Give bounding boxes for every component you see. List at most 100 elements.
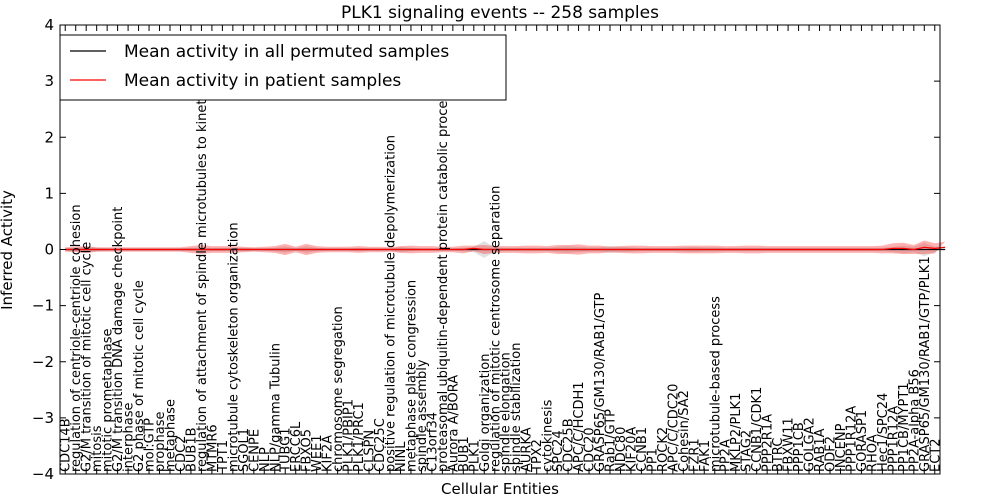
patient-band xyxy=(65,240,946,256)
category-label: CCNB1/CDK1 xyxy=(750,387,765,472)
y-tick-label: −1 xyxy=(32,297,54,315)
category-label: NDC80 xyxy=(614,427,629,472)
category-label: FBXO5 xyxy=(300,429,315,472)
category-label: Hec1/SPC24 xyxy=(876,393,891,472)
category-label: NLP/gamma Tubulin xyxy=(268,343,283,472)
category-label: metaphase xyxy=(164,399,179,472)
category-label: PPP1R12A xyxy=(845,406,860,472)
y-axis-label: Inferred Activity xyxy=(0,190,16,310)
category-label: BUB1 xyxy=(457,436,472,472)
category-label: Golgi organization xyxy=(478,354,493,472)
category-label: Aurora A/BORA xyxy=(446,375,461,472)
category-label: PP2A-alpha B56 xyxy=(907,369,922,472)
category-label: KIF2A xyxy=(321,435,336,472)
category-label: RHOA xyxy=(865,434,880,472)
x-axis-ticks xyxy=(64,25,936,474)
y-tick-label: 3 xyxy=(44,72,54,90)
category-label: MTMR6 xyxy=(205,424,220,472)
category-label: SGOL1 xyxy=(237,428,252,472)
category-label: G2 phase of mitotic cell cycle xyxy=(132,280,147,472)
category-label: NLP xyxy=(258,447,273,472)
y-tick-label: 0 xyxy=(44,241,54,259)
category-label: microtubule-based process xyxy=(708,296,723,472)
category-label: regulation of centriole-centriole cohesi… xyxy=(69,204,84,472)
category-label: ERCC6L xyxy=(289,421,304,472)
category-label: PLK1 xyxy=(467,440,482,472)
category-label: positive regulation of microtubule depol… xyxy=(384,135,399,472)
y-tick-label: −3 xyxy=(32,409,54,427)
category-label: PLK1/PBIP1 xyxy=(342,399,357,472)
category-label: PP1CB/MYPT1 xyxy=(897,382,912,472)
category-label: MKLP2/PLK1 xyxy=(729,393,744,472)
category-label: CLSPN xyxy=(363,430,378,472)
category-label: TPX2 xyxy=(530,439,545,473)
category-label: GRASP65/GM130/RAB1/GTP/PLK1 xyxy=(918,256,933,472)
category-label: mitosis xyxy=(90,425,105,472)
category-label: APC/C/CDC20 xyxy=(666,384,681,472)
category-label: proteasomal ubiquitin-dependent protein … xyxy=(436,87,451,472)
category-label: CDC25B xyxy=(562,418,577,472)
category-label: GRASP65/GM130/RAB1/GTP xyxy=(593,293,608,472)
category-label: interphase xyxy=(122,402,137,472)
category-label: regulation of attachment of spindle micr… xyxy=(195,55,210,472)
category-label: KIF20A xyxy=(625,427,640,472)
y-tick-label: 4 xyxy=(44,16,54,34)
category-label: prophase xyxy=(153,412,168,473)
y-tick-label: −4 xyxy=(32,465,54,483)
category-label: spindle assembly xyxy=(415,359,430,472)
legend: Mean activity in all permuted samples Me… xyxy=(59,34,507,101)
category-label: PLK1/PRC1 xyxy=(352,402,367,472)
chart-title: PLK1 signaling events -- 258 samples xyxy=(341,3,659,23)
category-label: AURKA xyxy=(520,427,535,472)
category-label: STAG2 xyxy=(740,430,755,472)
category-label: CDC2 xyxy=(174,436,189,472)
category-label: CCNB1 xyxy=(635,427,650,472)
category-label: RAB1A xyxy=(813,428,828,472)
category-label: Cohesin/SA2 xyxy=(677,390,692,472)
category-label: FBXW11 xyxy=(782,417,797,472)
category-label: ECT2 xyxy=(928,438,943,472)
x-axis-label: Cellular Entities xyxy=(441,480,559,498)
category-label: GORASP1 xyxy=(855,410,870,472)
category-label: chromosome segregation xyxy=(331,306,346,472)
category-label: CDC25C xyxy=(373,418,388,472)
category-label: BTRC xyxy=(771,438,786,472)
category-label: mol:GTP xyxy=(143,418,158,472)
category-label: ROCK2 xyxy=(656,427,671,472)
category-label: GOLGA2 xyxy=(803,417,818,472)
category-label: mitotic prometaphase xyxy=(101,328,116,472)
series-lines xyxy=(65,246,946,251)
category-label: TUBG1 xyxy=(279,428,294,474)
category-label: INCENP xyxy=(834,423,849,472)
category-label: PPP2R1A xyxy=(761,414,776,472)
category-label: C13orf34 xyxy=(425,412,440,472)
category-label: spindle elongation xyxy=(499,352,514,472)
category-label: NINL xyxy=(394,441,409,472)
category-label: BUB1B xyxy=(185,427,200,472)
category-label: G2/M transition of mitotic cell cycle xyxy=(80,242,95,472)
category-label: CENPE xyxy=(247,429,262,472)
legend-label-permuted: Mean activity in all permuted samples xyxy=(124,42,449,62)
category-label: PPP1CB xyxy=(792,422,807,472)
y-axis-ticks: −4 −3 −2 −1 0 1 2 3 4 xyxy=(32,16,940,483)
category-label: microtubule cytoskeleton organization xyxy=(226,222,241,472)
category-label: metaphase plate congression xyxy=(405,280,420,472)
category-label: TPT1 xyxy=(216,440,231,473)
category-label: Rab1/GTP xyxy=(604,409,619,472)
category-label: ODF2 xyxy=(824,436,839,472)
category-label: PP1 xyxy=(645,448,660,472)
patient-mean-line xyxy=(65,246,946,251)
category-label: regulation of mitotic centrosome separat… xyxy=(488,186,503,472)
y-tick-label: 2 xyxy=(44,128,54,146)
y-tick-label: −2 xyxy=(32,353,54,371)
category-label: APC/C/HCDH1 xyxy=(572,381,587,472)
category-label: CDC14B xyxy=(59,418,74,472)
category-label: SPC24 xyxy=(551,430,566,472)
category-label: spindle stabilization xyxy=(509,343,524,473)
category-label: PP2A xyxy=(719,439,734,472)
legend-box xyxy=(59,34,507,101)
legend-label-patient: Mean activity in patient samples xyxy=(124,71,401,91)
category-label: PPP1R12A xyxy=(886,406,901,472)
